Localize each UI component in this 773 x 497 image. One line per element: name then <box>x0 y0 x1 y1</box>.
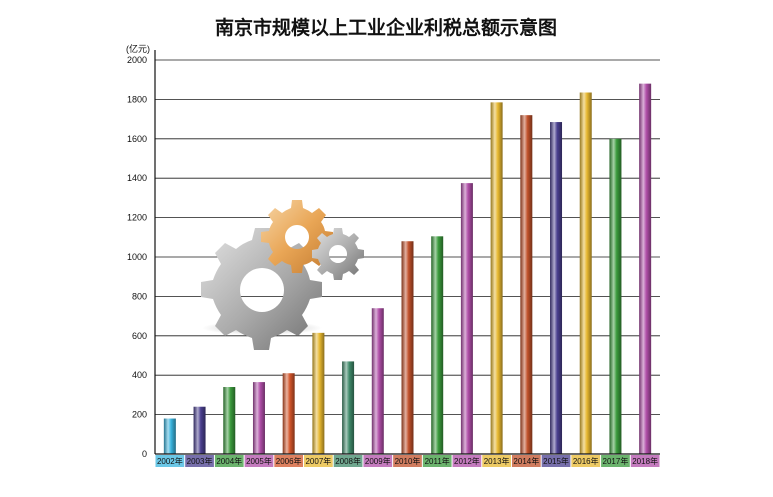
bar-2018年 <box>639 83 652 454</box>
y-tick-label: 0 <box>142 449 147 459</box>
bar-2017年 <box>609 138 622 455</box>
x-tick-label: 2008年 <box>335 456 361 466</box>
y-tick-label: 1600 <box>127 134 147 144</box>
x-tick-label: 2006年 <box>276 456 302 466</box>
x-tick-label-box <box>452 455 482 467</box>
x-tick-label: 2015年 <box>543 456 569 466</box>
bar-2006年 <box>282 373 295 454</box>
bar-2013年 <box>490 102 503 454</box>
bar-2009年 <box>371 308 384 454</box>
y-tick-label: 200 <box>132 410 147 420</box>
gear-icons <box>201 200 364 350</box>
y-tick-label: 2000 <box>127 55 147 65</box>
x-tick-label-box <box>304 455 333 467</box>
x-tick-label-box <box>393 455 422 467</box>
y-tick-label: 1800 <box>127 94 147 104</box>
x-tick-label-box <box>155 455 185 467</box>
bar-2015年 <box>550 122 563 455</box>
x-tick-label-box <box>601 455 630 467</box>
y-tick-label: 1000 <box>127 252 147 262</box>
bar-2014年 <box>520 115 533 454</box>
y-unit-label: (亿元) <box>126 43 150 54</box>
x-tick-label: 2018年 <box>632 456 658 466</box>
x-tick-label: 2012年 <box>454 456 480 466</box>
bar-2002年 <box>163 418 176 454</box>
x-tick-label-box <box>214 455 244 467</box>
x-tick-label-box <box>422 455 452 467</box>
x-tick-label-box <box>541 455 571 467</box>
x-tick-label: 2003年 <box>187 456 213 466</box>
y-tick-label: 400 <box>132 370 147 380</box>
x-tick-label: 2013年 <box>484 456 510 466</box>
x-axis-labels: 2002年 2003年 2004年 2005年 2006年 2007年 2008年 2009年… <box>155 455 660 467</box>
x-tick-label-box <box>244 455 274 467</box>
bar-2010年 <box>401 241 414 454</box>
axes <box>154 50 660 455</box>
bar-2012年 <box>460 183 473 454</box>
bars <box>163 83 652 455</box>
bar-2005年 <box>252 382 265 454</box>
x-tick-label: 2007年 <box>305 456 331 466</box>
x-tick-label: 2016年 <box>573 456 599 466</box>
x-tick-label: 2010年 <box>395 456 421 466</box>
x-tick-label: 2014年 <box>513 456 539 466</box>
y-tick-label: 800 <box>132 291 147 301</box>
x-tick-label: 2017年 <box>603 456 629 466</box>
x-tick-label-box <box>185 455 214 467</box>
x-tick-label: 2011年 <box>425 456 450 466</box>
chart-title: 南京市规模以上工业企业利税总额示意图 <box>215 16 557 39</box>
bar-2008年 <box>342 361 355 454</box>
y-tick-label: 1200 <box>127 213 147 223</box>
gear-small-icon <box>312 228 364 280</box>
x-tick-label-box <box>482 455 511 467</box>
x-tick-label-box <box>274 455 304 467</box>
x-tick-label-box <box>333 455 363 467</box>
y-axis-ticks: 0 200 400 600 800 1000 1200 1400 1600 1800 2000 <box>127 55 147 459</box>
y-tick-label: 1400 <box>127 173 147 183</box>
x-tick-label: 2005年 <box>246 456 272 466</box>
x-tick-label: 2009年 <box>365 456 391 466</box>
bar-2003年 <box>193 406 206 454</box>
bar-2004年 <box>223 387 236 454</box>
x-tick-label-box <box>363 455 393 467</box>
x-tick-label-box <box>630 455 660 467</box>
x-tick-label-box <box>571 455 601 467</box>
x-tick-label: 2002年 <box>157 456 183 466</box>
bar-2016年 <box>579 92 592 454</box>
bar-2007年 <box>312 332 325 454</box>
bar-2011年 <box>431 236 444 454</box>
y-tick-label: 600 <box>132 331 147 341</box>
x-tick-label: 2004年 <box>216 456 242 466</box>
x-tick-label-box <box>511 455 541 467</box>
